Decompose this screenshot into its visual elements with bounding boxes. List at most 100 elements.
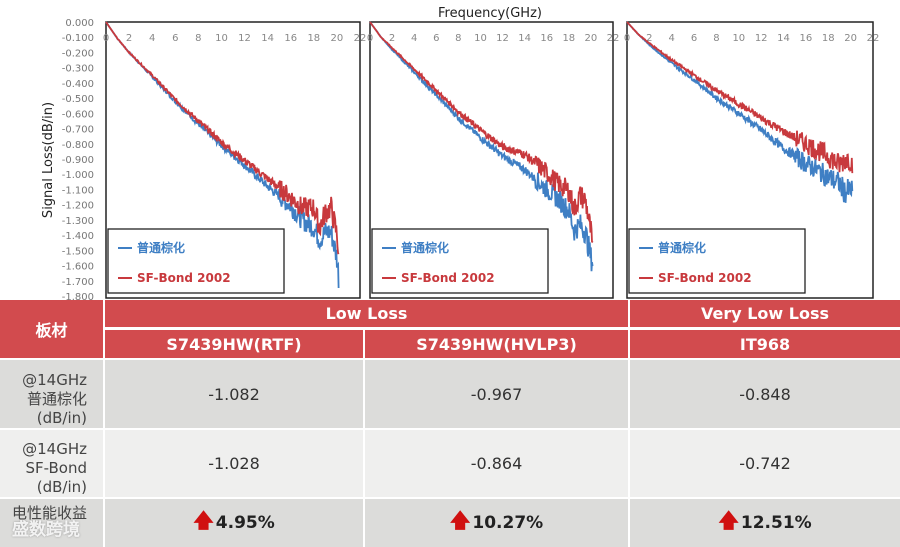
legend-label: 普通棕化 — [658, 240, 706, 255]
y-tick-label: -1.600 — [62, 262, 94, 273]
row-label-line: @14GHz — [22, 371, 87, 389]
x-tick-label: 20 — [844, 33, 857, 44]
y-tick-label: -1.500 — [62, 246, 94, 257]
x-tick-label: 10 — [732, 33, 745, 44]
y-tick-label: -0.700 — [62, 125, 94, 136]
series-line-sf-bond — [626, 21, 854, 174]
y-tick-label: -1.400 — [62, 231, 94, 242]
x-tick-label: 12 — [755, 33, 768, 44]
x-tick-label: 10 — [474, 33, 487, 44]
x-tick-label: 0 — [624, 33, 630, 44]
plot-frame — [105, 21, 361, 299]
x-tick-label: 14 — [261, 33, 274, 44]
table-cell: -0.967 — [365, 360, 628, 428]
y-tick-label: -1.700 — [62, 277, 94, 288]
row-label-line: 普通棕化 — [26, 390, 87, 408]
x-tick-label: 8 — [455, 33, 461, 44]
x-tick-label: 10 — [215, 33, 228, 44]
y-tick-label: -1.200 — [62, 201, 94, 212]
legend-label: 普通棕化 — [137, 240, 185, 255]
gain-cell: 🡅 10.27% — [365, 499, 628, 547]
x-tick-label: 18 — [822, 33, 835, 44]
x-tick-label: 12 — [238, 33, 251, 44]
table-cell: -1.028 — [105, 430, 363, 497]
row-label-line: SF-Bond — [25, 459, 87, 477]
y-tick-label: -1.800 — [62, 292, 94, 300]
x-tick-label: 8 — [713, 33, 719, 44]
table-cell: -0.864 — [365, 430, 628, 497]
header-group-very-low-loss: Very Low Loss — [630, 300, 900, 327]
legend-label: SF-Bond 2002 — [658, 271, 752, 285]
x-tick-label: 2 — [389, 33, 395, 44]
row-label-line: (dB/in) — [36, 409, 87, 427]
row-label-standard: @14GHz 普通棕化 (dB/in) — [0, 360, 103, 428]
y-tick-label: -0.100 — [62, 33, 94, 44]
series-line-sf-bond — [369, 21, 594, 243]
legend-label: SF-Bond 2002 — [401, 271, 495, 285]
x-tick-label: 20 — [331, 33, 344, 44]
x-tick-label: 6 — [433, 33, 439, 44]
table-cell: -0.848 — [630, 360, 900, 428]
plot-frame — [369, 21, 614, 299]
y-tick-label: -1.000 — [62, 170, 94, 181]
x-tick-label: 0 — [103, 33, 109, 44]
x-tick-label: 16 — [540, 33, 553, 44]
x-tick-label: 22 — [354, 33, 367, 44]
x-tick-label: 2 — [126, 33, 132, 44]
x-tick-label: 8 — [195, 33, 201, 44]
x-tick-label: 6 — [172, 33, 178, 44]
arrow-up-icon: 🡅 — [718, 508, 739, 532]
gain-cell: 🡅 12.51% — [630, 499, 900, 547]
x-tick-label: 16 — [800, 33, 813, 44]
row-label-sfbond: @14GHz SF-Bond (dB/in) — [0, 430, 103, 497]
x-tick-label: 16 — [284, 33, 297, 44]
gain-cell: 🡅 4.95% — [105, 499, 363, 547]
header-material-3: IT968 — [630, 330, 900, 358]
x-tick-label: 6 — [691, 33, 697, 44]
legend-box — [628, 228, 806, 294]
header-material-2: S7439HW(HVLP3) — [365, 330, 628, 358]
series-line-standard — [369, 21, 594, 272]
gain-value: 10.27% — [472, 513, 544, 533]
series-line-sf-bond — [105, 21, 340, 255]
x-tick-label: 18 — [562, 33, 575, 44]
row-label-line: (dB/in) — [36, 478, 87, 496]
legend-box — [371, 228, 549, 294]
y-tick-label: -0.900 — [62, 155, 94, 166]
watermark: 盛数跨境 — [12, 520, 80, 540]
plot-frame — [626, 21, 874, 299]
header-material: 板材 — [0, 300, 103, 358]
x-axis-title: Frequency(GHz) — [438, 6, 542, 21]
row-label-line: @14GHz — [22, 440, 87, 458]
x-tick-label: 22 — [867, 33, 880, 44]
y-tick-label: -0.400 — [62, 79, 94, 90]
chart-panel: 0 2 4 6 8 10 12 14 16 18 20 22 普通棕化 SF-Bond 2002 — [103, 21, 367, 299]
x-tick-label: 22 — [607, 33, 620, 44]
y-tick-label: -0.800 — [62, 140, 94, 151]
x-tick-label: 4 — [149, 33, 155, 44]
table-cell: -1.082 — [105, 360, 363, 428]
gain-value: 4.95% — [215, 513, 275, 533]
y-tick-label: -0.500 — [62, 94, 94, 105]
arrow-up-icon: 🡅 — [193, 508, 214, 532]
chart-panel: 0 2 4 6 8 10 12 14 16 18 20 22 普通棕化 SF-Bond 2002 — [367, 21, 620, 299]
y-tick-label: -0.200 — [62, 48, 94, 59]
legend-label: SF-Bond 2002 — [137, 271, 231, 285]
header-material-1: S7439HW(RTF) — [105, 330, 363, 358]
x-tick-label: 4 — [669, 33, 675, 44]
series-line-standard — [626, 21, 854, 203]
legend-box — [107, 228, 285, 294]
arrow-up-icon: 🡅 — [449, 508, 471, 532]
x-tick-label: 14 — [518, 33, 531, 44]
x-tick-label: 2 — [646, 33, 652, 44]
gain-value: 12.51% — [740, 513, 812, 533]
y-tick-label: -1.100 — [62, 185, 94, 196]
comparison-table: 板材 Low Loss Very Low Loss S7439HW(RTF) S… — [0, 300, 900, 547]
y-tick-label: -1.300 — [62, 216, 94, 227]
x-tick-label: 14 — [777, 33, 790, 44]
x-tick-label: 0 — [367, 33, 373, 44]
x-tick-label: 4 — [411, 33, 417, 44]
table-cell: -0.742 — [630, 430, 900, 497]
y-tick-label: -0.300 — [62, 64, 94, 75]
x-tick-label: 12 — [496, 33, 509, 44]
